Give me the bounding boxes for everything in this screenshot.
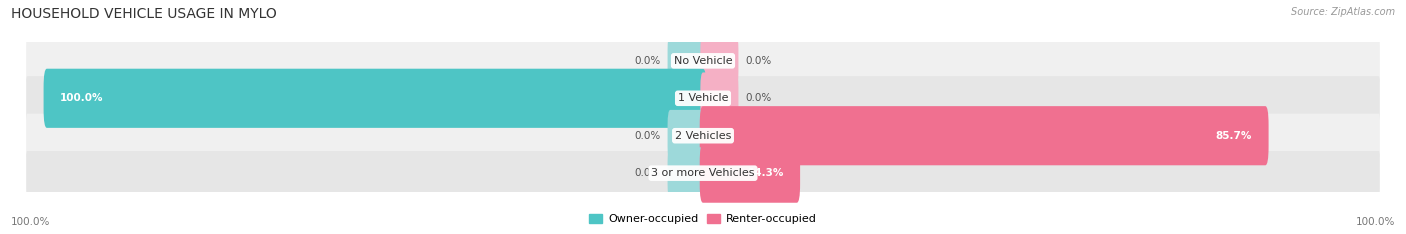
FancyBboxPatch shape: [668, 110, 706, 161]
FancyBboxPatch shape: [700, 35, 738, 87]
FancyBboxPatch shape: [27, 114, 1379, 158]
Text: Source: ZipAtlas.com: Source: ZipAtlas.com: [1291, 7, 1395, 17]
FancyBboxPatch shape: [700, 73, 738, 124]
Text: 2 Vehicles: 2 Vehicles: [675, 131, 731, 141]
FancyBboxPatch shape: [27, 39, 1379, 83]
Text: 85.7%: 85.7%: [1216, 131, 1253, 141]
Text: 0.0%: 0.0%: [745, 93, 772, 103]
FancyBboxPatch shape: [44, 69, 706, 128]
Text: HOUSEHOLD VEHICLE USAGE IN MYLO: HOUSEHOLD VEHICLE USAGE IN MYLO: [11, 7, 277, 21]
Text: 3 or more Vehicles: 3 or more Vehicles: [651, 168, 755, 178]
FancyBboxPatch shape: [700, 144, 800, 203]
Text: 100.0%: 100.0%: [60, 93, 104, 103]
Text: 0.0%: 0.0%: [634, 56, 661, 66]
Text: 100.0%: 100.0%: [1355, 217, 1395, 227]
FancyBboxPatch shape: [700, 106, 1268, 165]
Text: 0.0%: 0.0%: [634, 131, 661, 141]
Text: 0.0%: 0.0%: [745, 56, 772, 66]
Text: 100.0%: 100.0%: [11, 217, 51, 227]
Legend: Owner-occupied, Renter-occupied: Owner-occupied, Renter-occupied: [585, 209, 821, 228]
Text: 14.3%: 14.3%: [748, 168, 783, 178]
Text: 0.0%: 0.0%: [634, 168, 661, 178]
FancyBboxPatch shape: [668, 147, 706, 199]
FancyBboxPatch shape: [27, 76, 1379, 120]
FancyBboxPatch shape: [668, 35, 706, 87]
Text: 1 Vehicle: 1 Vehicle: [678, 93, 728, 103]
Text: No Vehicle: No Vehicle: [673, 56, 733, 66]
FancyBboxPatch shape: [27, 151, 1379, 195]
